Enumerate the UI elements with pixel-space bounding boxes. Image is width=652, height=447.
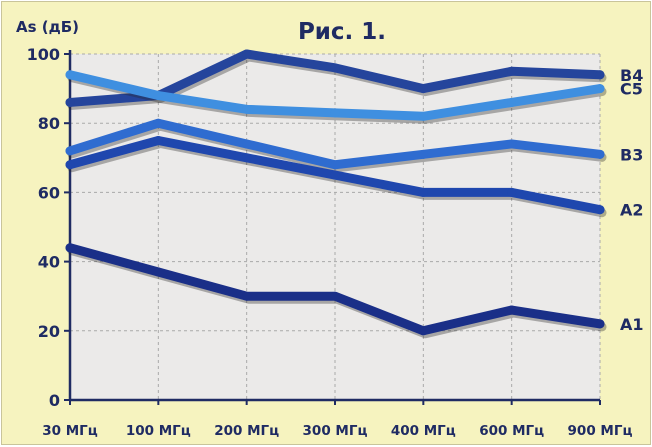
data-point-b3 [242,139,252,149]
x-tick-label: 900 МГц [568,423,633,439]
data-point-a1 [242,291,252,301]
x-tick-label: 300 МГц [303,423,368,439]
series-lines [65,49,607,339]
x-tick-label: 200 МГц [214,423,279,439]
data-point-a2 [507,187,517,197]
data-point-a1 [65,243,75,253]
y-tick-label: 0 [49,391,60,410]
data-point-a1 [418,326,428,336]
y-tick-label: 60 [38,183,60,202]
axes [64,50,601,405]
data-point-a2 [595,205,605,215]
y-tick-label: 20 [38,322,60,341]
tick-labels: 0 20 40 60 80 100 30 МГц 100 МГц 200 МГц 300 МГц 4… [27,45,633,439]
chart-title: Рис. 1. [298,19,386,45]
data-point-a2 [65,160,75,170]
data-point-c5 [595,84,605,94]
series-label-c5: C5 [620,80,643,99]
data-point-a2 [418,187,428,197]
x-tick-label: 400 МГц [391,423,456,439]
data-point-b4 [242,49,252,59]
data-point-c5 [242,104,252,114]
data-point-b3 [507,139,517,149]
x-tick-label: 30 МГц [42,423,98,439]
data-point-b3 [65,146,75,156]
data-point-a2 [242,153,252,163]
data-point-b3 [153,118,163,128]
series-label-a2: A2 [620,201,644,220]
y-tick-label: 80 [38,114,60,133]
data-point-b3 [595,149,605,159]
data-point-b3 [418,149,428,159]
x-tick-label: 100 МГц [126,423,191,439]
data-point-a1 [153,267,163,277]
series-label-b4: B4 [620,66,643,85]
data-point-b4 [507,66,517,76]
data-point-c5 [418,111,428,121]
data-point-a1 [507,305,517,315]
y-tick-label: 40 [38,253,60,272]
data-point-c5 [65,70,75,80]
series-label-b3: B3 [620,145,643,164]
data-point-b4 [330,63,340,73]
y-tick-label: 100 [27,45,60,64]
data-point-a1 [595,319,605,329]
data-point-a2 [330,170,340,180]
data-point-c5 [153,91,163,101]
data-point-c5 [507,97,517,107]
y-axis-label: As (дБ) [16,18,79,36]
gridlines [70,53,601,400]
data-point-b3 [330,160,340,170]
data-point-b4 [418,84,428,94]
data-point-a2 [153,136,163,145]
series-label-a1: A1 [620,315,644,334]
data-point-b4 [65,97,75,107]
data-point-c5 [330,108,340,118]
data-point-b4 [595,70,605,80]
x-tick-label: 600 МГц [479,423,544,439]
data-point-a1 [330,291,340,301]
